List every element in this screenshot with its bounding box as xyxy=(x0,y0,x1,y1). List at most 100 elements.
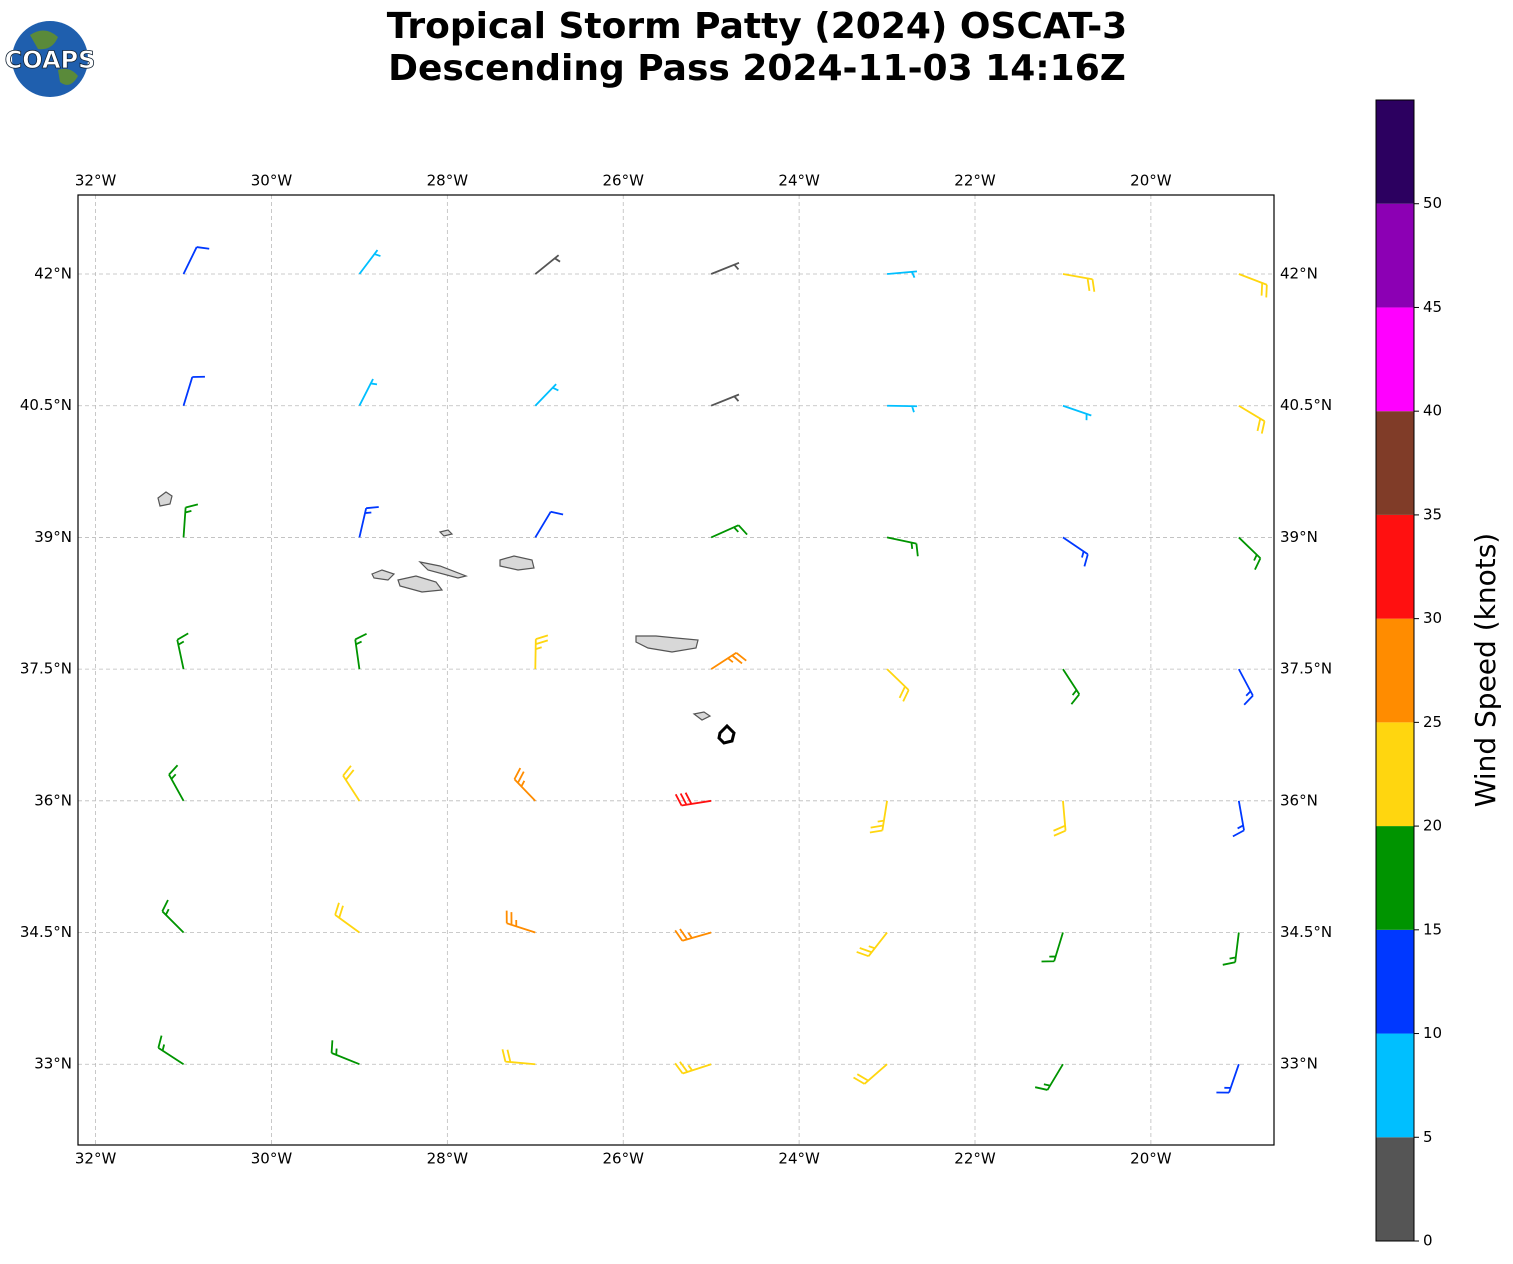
wind-barb xyxy=(534,383,559,407)
y-tick-label: 40.5°N xyxy=(1280,396,1332,414)
y-tick-label: 36°N xyxy=(34,791,72,809)
x-tick-label: 32°W xyxy=(75,172,117,190)
colorbar-segment xyxy=(1376,1033,1414,1138)
island xyxy=(157,491,173,507)
wind-barb xyxy=(674,792,712,807)
wind-barb xyxy=(161,899,185,934)
wind-barb xyxy=(887,404,918,413)
wind-barb xyxy=(334,902,360,934)
colorbar-tick-label: 45 xyxy=(1423,298,1442,316)
wind-barb xyxy=(534,634,549,670)
island xyxy=(692,711,712,721)
y-tick-label: 40.5°N xyxy=(20,396,72,414)
colorbar-tick-label: 5 xyxy=(1423,1128,1433,1146)
wind-barb xyxy=(710,652,747,670)
island xyxy=(371,561,468,593)
colorbar-tick-label: 50 xyxy=(1423,194,1442,212)
logo-land xyxy=(30,30,78,85)
colorbar-segment xyxy=(1376,307,1414,412)
x-tick-label: 22°W xyxy=(954,172,996,190)
wind-barb xyxy=(1238,536,1262,571)
logo: COAPS xyxy=(4,21,96,97)
island xyxy=(438,529,454,537)
wind-barb xyxy=(182,246,210,275)
y-tick-label: 39°N xyxy=(1280,528,1318,546)
wind-barb xyxy=(1062,404,1092,421)
colorbar-tick-label: 20 xyxy=(1423,817,1442,835)
wind-barb xyxy=(1062,536,1089,567)
colorbar-tick-label: 40 xyxy=(1423,402,1442,420)
wind-barb xyxy=(856,931,888,958)
y-tick-label: 42°N xyxy=(1280,265,1318,283)
x-tick-label: 24°W xyxy=(778,172,820,190)
wind-barb xyxy=(534,510,564,538)
colorbar-segment xyxy=(1376,514,1414,619)
barbs xyxy=(157,246,1268,1094)
wind-barb xyxy=(182,503,199,538)
wind-barb xyxy=(710,393,740,407)
wind-barb xyxy=(358,378,378,407)
wind-barb xyxy=(1232,800,1245,838)
island xyxy=(499,555,535,571)
wind-barb xyxy=(501,1049,536,1066)
wind-barb xyxy=(1238,273,1268,298)
colorbar-segment xyxy=(1376,826,1414,930)
wind-barb xyxy=(534,254,561,275)
wind-barb xyxy=(1222,932,1240,966)
colorbar-tick-label: 0 xyxy=(1423,1232,1433,1250)
wind-barb xyxy=(853,1063,888,1085)
colorbar-tick-label: 35 xyxy=(1423,505,1442,523)
wind-barb xyxy=(886,536,919,557)
wind-barb xyxy=(886,270,918,279)
wind-barb xyxy=(176,632,189,670)
x-tick-label: 24°W xyxy=(778,1150,820,1168)
colorbar-label: Wind Speed (knots) xyxy=(1469,533,1502,807)
wind-barb xyxy=(157,1035,185,1065)
colorbar-segment xyxy=(1376,1137,1414,1241)
wind-barb xyxy=(1053,800,1067,837)
wind-barb xyxy=(168,764,185,802)
colorbar-segment xyxy=(1376,100,1414,204)
colorbar: 0 5 10 15 20 25 30 35 40 45 50 xyxy=(1375,99,1442,1250)
x-tick-label: 28°W xyxy=(427,1150,469,1168)
title-line: Descending Pass 2024-11-03 14:16Z xyxy=(388,48,1126,89)
wind-barb xyxy=(1041,932,1064,963)
x-tick-label: 26°W xyxy=(603,172,645,190)
wind-barb xyxy=(330,1040,360,1066)
wind-barb xyxy=(710,261,740,275)
colorbar-frame xyxy=(1375,99,1415,1242)
x-tick-label: 22°W xyxy=(954,1150,996,1168)
colorbar-segment xyxy=(1376,618,1414,723)
y-tick-label: 39°N xyxy=(34,528,72,546)
y-tick-label: 33°N xyxy=(1280,1055,1318,1073)
colorbar-segment xyxy=(1376,722,1414,827)
wind-barb xyxy=(358,249,381,275)
y-tick-label: 36°N xyxy=(1280,791,1318,809)
wind-barb xyxy=(710,524,748,539)
wind-barb xyxy=(1238,404,1266,434)
island xyxy=(635,635,699,653)
title-line: Tropical Storm Patty (2024) OSCAT-3 xyxy=(387,6,1127,47)
wind-barb xyxy=(886,668,910,702)
colorbar-segment xyxy=(1376,929,1414,1034)
logo-text: COAPS xyxy=(5,46,96,74)
map-frame xyxy=(77,194,1275,1146)
wind-barb xyxy=(1062,668,1081,705)
map xyxy=(77,194,1275,1146)
x-tick-label: 32°W xyxy=(75,1150,117,1168)
wind-barb xyxy=(354,632,367,670)
y-tick-label: 37.5°N xyxy=(20,660,72,678)
x-tick-label: 20°W xyxy=(1130,1150,1172,1168)
y-tick-label: 34.5°N xyxy=(1280,923,1332,941)
wind-barb xyxy=(1216,1063,1240,1094)
colorbar-tick-label: 10 xyxy=(1423,1024,1442,1042)
y-tick-label: 42°N xyxy=(34,265,72,283)
y-tick-label: 37.5°N xyxy=(1280,660,1332,678)
y-tick-label: 34.5°N xyxy=(20,923,72,941)
colorbar-segment xyxy=(1376,411,1414,515)
wind-barb xyxy=(342,765,361,802)
wind-barb xyxy=(505,910,536,934)
map-background xyxy=(78,195,1274,1145)
x-tick-label: 30°W xyxy=(251,1150,293,1168)
